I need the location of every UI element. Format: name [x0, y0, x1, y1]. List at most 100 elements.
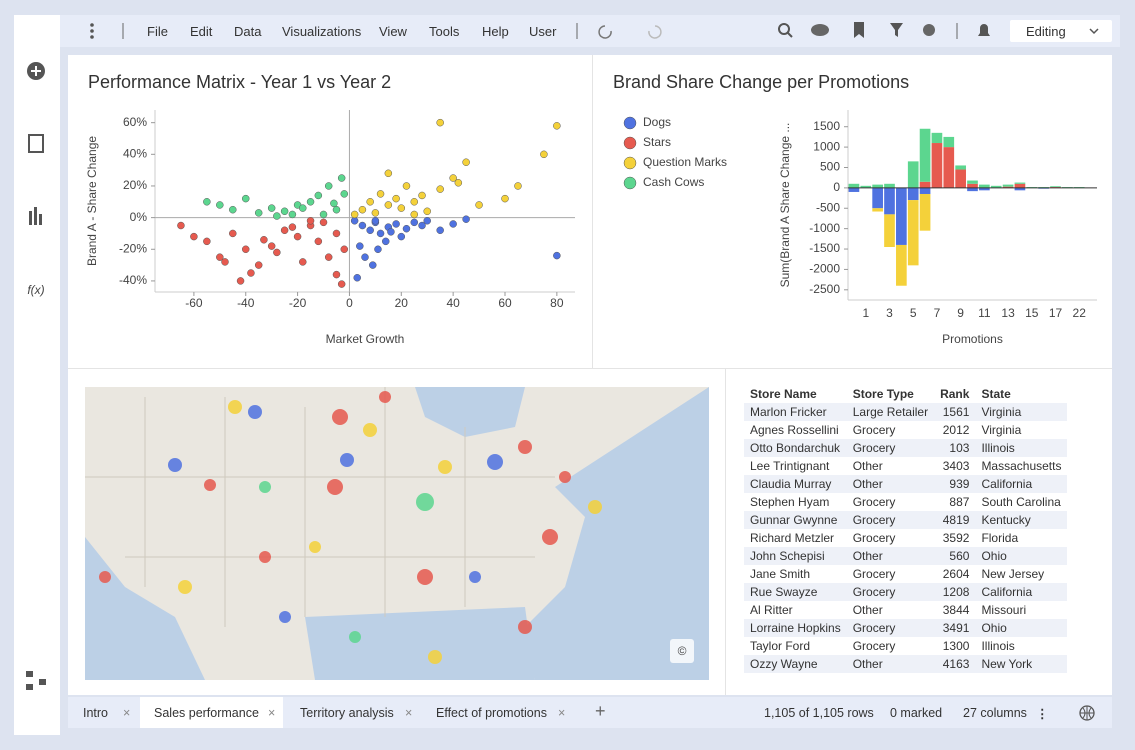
scatter-chart: Performance Matrix - Year 1 vs Year 2Mar… [68, 55, 592, 368]
scatter-point [294, 233, 301, 240]
scatter-point [437, 186, 444, 193]
table-cell: Other [847, 655, 934, 673]
menu-bar: Editing File Edit Data Visualizations View To… [60, 15, 1120, 47]
scatter-point [385, 201, 392, 208]
scatter-point [367, 227, 374, 234]
table-row: Richard MetzlerGrocery3592Florida [744, 529, 1067, 547]
bar-segment [884, 214, 895, 247]
scatter-point [333, 271, 340, 278]
menu-item[interactable]: Visualizations [282, 24, 361, 39]
bar-segment [872, 208, 883, 211]
scatter-point [403, 182, 410, 189]
scatter-point [398, 233, 405, 240]
data-table: Store NameStore TypeRankStateMarlon Fric… [744, 385, 1067, 673]
scatter-point [203, 198, 210, 205]
y-tick-label: 40% [123, 146, 147, 160]
scatter-point [190, 233, 197, 240]
table-cell: Grocery [847, 583, 934, 601]
table-row: Marlon FrickerLarge Retailer1561Virginia [744, 403, 1067, 421]
tab[interactable]: Intro [83, 706, 108, 720]
legend-swatch [624, 117, 636, 129]
table-cell: 103 [934, 439, 975, 457]
scatter-point [463, 216, 470, 223]
mode-selector[interactable]: Editing [1026, 24, 1066, 39]
table-cell: Massachusetts [975, 457, 1067, 475]
table-cell: Virginia [975, 421, 1067, 439]
tab-close[interactable]: × [405, 706, 412, 720]
table-cell: 2012 [934, 421, 975, 439]
scatter-point [382, 238, 389, 245]
legend-swatch [624, 137, 636, 149]
table-cell: Richard Metzler [744, 529, 847, 547]
table-cell: Grocery [847, 493, 934, 511]
scatter-point [354, 274, 361, 281]
menu-item[interactable]: File [147, 24, 168, 39]
scatter-point [351, 211, 358, 218]
bar-segment [920, 188, 931, 194]
bar-segment [1015, 183, 1026, 184]
table-cell: South Carolina [975, 493, 1067, 511]
table-cell: Grocery [847, 529, 934, 547]
scatter-point [255, 262, 262, 269]
x-tick-label: 40 [446, 296, 460, 310]
scatter-point [177, 222, 184, 229]
scatter-point [362, 254, 369, 261]
tab[interactable]: Effect of promotions [436, 706, 547, 720]
table-cell: 3592 [934, 529, 975, 547]
bar-segment [943, 147, 954, 188]
tab[interactable]: Territory analysis [300, 706, 394, 720]
x-tick-label: 5 [910, 306, 917, 320]
x-tick-label: 17 [1049, 306, 1063, 320]
table-cell: Ohio [975, 619, 1067, 637]
menu-item[interactable]: Tools [429, 24, 459, 39]
bar-segment [908, 200, 919, 265]
menu-item[interactable]: Help [482, 24, 509, 39]
bar-segment [955, 165, 966, 169]
y-tick-label: -2000 [809, 262, 840, 276]
scatter-point [359, 222, 366, 229]
bar-segment [1015, 184, 1026, 188]
bar-segment [849, 184, 860, 188]
scatter-point [268, 243, 275, 250]
scatter-point [299, 258, 306, 265]
table-cell: 1561 [934, 403, 975, 421]
table-row: Ozzy WayneOther4163New York [744, 655, 1067, 673]
scatter-point [502, 195, 509, 202]
x-tick-label: 7 [934, 306, 941, 320]
tab-close[interactable]: × [268, 706, 275, 720]
scatter-point [359, 206, 366, 213]
bar-segment [967, 181, 978, 184]
table-cell: Ozzy Wayne [744, 655, 847, 673]
scatter-point [393, 195, 400, 202]
scatter-point [281, 227, 288, 234]
scatter-point [273, 213, 280, 220]
table-cell: 4819 [934, 511, 975, 529]
scatter-point [411, 211, 418, 218]
scatter-point [315, 192, 322, 199]
x-tick-label: 80 [550, 296, 564, 310]
table-cell: Claudia Murray [744, 475, 847, 493]
table-cell: Jane Smith [744, 565, 847, 583]
y-tick-label: 1000 [813, 139, 840, 153]
table-cell: 560 [934, 547, 975, 565]
tab-close[interactable]: × [558, 706, 565, 720]
bar-chart: Brand Share Change per PromotionsPromoti… [593, 55, 1112, 368]
scatter-point [419, 192, 426, 199]
scatter-point [411, 219, 418, 226]
legend-swatch [624, 177, 636, 189]
x-tick-label: 11 [978, 306, 991, 320]
scatter-point [333, 206, 340, 213]
tab[interactable]: Sales performance [154, 706, 259, 720]
scatter-point [476, 201, 483, 208]
menu-item[interactable]: View [379, 24, 407, 39]
table-cell: 3491 [934, 619, 975, 637]
scatter-point [338, 281, 345, 288]
menu-item[interactable]: Data [234, 24, 261, 39]
menu-item[interactable]: Edit [190, 24, 212, 39]
menu-item[interactable]: User [529, 24, 556, 39]
dashboard: Performance Matrix - Year 1 vs Year 2Mar… [68, 55, 1112, 695]
tab-close[interactable]: × [123, 706, 130, 720]
x-tick-label: -20 [289, 296, 307, 310]
y-tick-label: 1500 [813, 119, 840, 133]
